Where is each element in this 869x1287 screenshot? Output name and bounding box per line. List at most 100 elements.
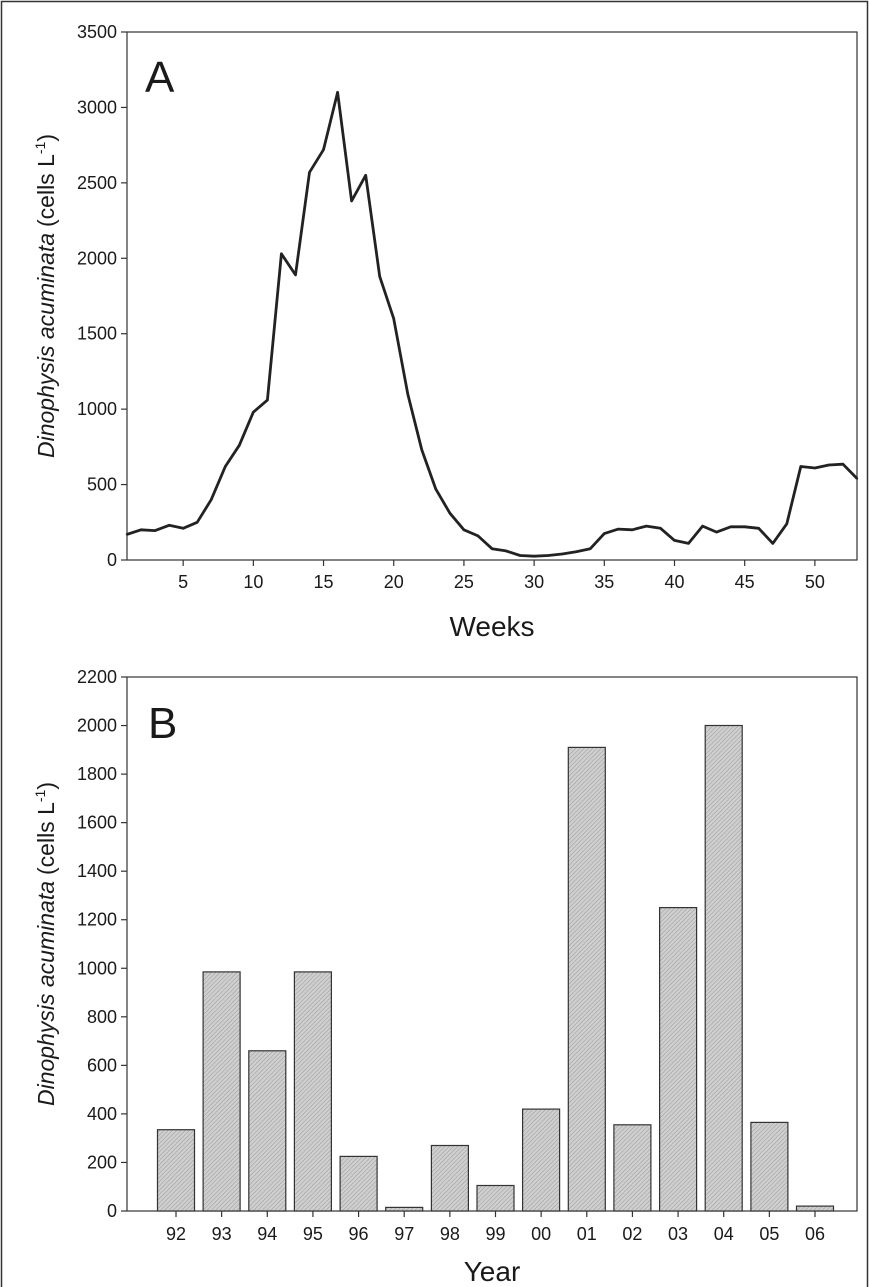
panel-b-bar — [476, 1184, 515, 1212]
panel-a-data-point — [392, 317, 395, 320]
panel-a-data-point — [603, 532, 606, 535]
panel-a-data-point — [631, 528, 634, 532]
panel-a-data-point — [322, 148, 325, 151]
panel-a-data-point — [589, 547, 592, 550]
panel-b-bar — [339, 1155, 378, 1212]
panel-b-y-tick-label: 200 — [87, 1152, 117, 1172]
panel-a-data-point — [827, 463, 831, 467]
panel-a-data-point — [617, 527, 620, 531]
panel-b-x-tick-label: 04 — [714, 1224, 734, 1244]
panel-b-y-tick-label: 1000 — [77, 958, 117, 978]
panel-a-ylabel-species: Dinophysis acuminata — [33, 233, 59, 458]
panel-a-x-tick-label: 15 — [314, 572, 334, 592]
panel-b-bar — [156, 1129, 196, 1212]
panel-a-data-point — [490, 547, 494, 550]
panel-b-x-tick-label: 97 — [394, 1224, 414, 1244]
panel-b-y-tick-label: 2200 — [77, 667, 117, 687]
panel-b-bar — [795, 1205, 835, 1212]
panel-a-data-point — [757, 527, 760, 530]
panel-b-y-tick-label: 1600 — [77, 813, 117, 833]
panel-a-data-point — [546, 554, 550, 557]
panel-a-ylabel-close: ) — [33, 134, 59, 142]
panel-b-y-tick-label: 0 — [107, 1201, 117, 1221]
panel-a-data-point — [294, 273, 297, 277]
panel-b-ylabel-unit: (cells L — [33, 802, 59, 875]
panel-a-data-point — [280, 252, 283, 255]
panel-a-data-point — [813, 466, 817, 470]
panel-a-data-point — [715, 530, 718, 534]
panel-a-data-point — [673, 539, 676, 542]
panel-a-data-point — [532, 555, 536, 558]
panel-b-x-tick-label: 00 — [531, 1224, 551, 1244]
panel-b-x-tick-label: 01 — [577, 1224, 597, 1244]
panel-a-data-point — [729, 525, 732, 529]
panel-a-y-tick-label: 0 — [107, 550, 117, 570]
panel-b-bar — [613, 1124, 652, 1212]
panel-b-bar — [293, 971, 332, 1212]
panel-b-bar — [567, 746, 606, 1212]
panel-a-data-point — [378, 275, 381, 278]
panel-b-x-tick-label: 03 — [668, 1224, 688, 1244]
panel-a-x-tick-label: 5 — [178, 572, 188, 592]
panel-a-x-tick-label: 10 — [243, 572, 263, 592]
panel-a-x-tick-label: 40 — [664, 572, 684, 592]
panel-a-data-point — [476, 534, 480, 538]
panel-b-bar — [521, 1108, 561, 1212]
panel-a-data-point — [153, 529, 157, 532]
panel-b-bar-chart: B 02004006008001000120014001600180020002… — [32, 667, 858, 1287]
panel-a-points — [125, 91, 859, 558]
panel-a-ylabel-exponent: -1 — [32, 141, 48, 154]
panel-a-letter: A — [145, 53, 175, 102]
panel-a-plot-frame — [126, 31, 858, 561]
panel-a-data-point — [266, 398, 269, 402]
panel-a-data-point — [406, 392, 409, 396]
panel-a-y-tick-label: 1000 — [77, 399, 117, 419]
panel-a-data-point — [167, 524, 171, 527]
panel-a-x-tick-label: 45 — [735, 572, 755, 592]
panel-a-data-point — [434, 487, 438, 491]
panel-a-data-point — [841, 463, 845, 466]
panel-b-letter: B — [148, 699, 177, 748]
panel-a-x-tick-label: 35 — [594, 572, 614, 592]
panel-b-x-axis: 92 93 94 95 96 97 98 99 00 01 02 03 04 05 06 — [166, 1211, 825, 1244]
panel-a-y-tick-label: 1500 — [77, 324, 117, 344]
panel-a-data-point — [336, 91, 339, 94]
panel-b-x-tick-label: 02 — [622, 1224, 642, 1244]
panel-a-y-axis: 0 500 1000 1500 2000 2500 3000 3500 — [77, 22, 127, 570]
panel-a-x-tick-label: 20 — [384, 572, 404, 592]
panel-a-y-axis-title: Dinophysis acuminata (cells L-1) — [32, 134, 59, 458]
panel-a-data-point — [743, 525, 746, 529]
panel-b-x-axis-title: Year — [464, 1256, 521, 1287]
panel-a-ylabel-unit: (cells L — [33, 154, 59, 227]
panel-a-data-point — [238, 444, 241, 447]
panel-b-y-tick-label: 600 — [87, 1055, 117, 1075]
panel-b-ylabel-close: ) — [33, 782, 59, 790]
panel-a-x-axis: 5 10 15 20 25 30 35 40 45 50 — [178, 560, 825, 592]
panel-b-x-tick-label: 99 — [485, 1224, 505, 1244]
panel-a-line-chart: A 0 500 1000 1500 2000 2500 3000 3500 5 10 15 20 25… — [32, 22, 859, 642]
panel-a-data-point — [448, 512, 452, 515]
panel-a-x-tick-label: 25 — [454, 572, 474, 592]
panel-b-x-tick-label: 95 — [303, 1224, 323, 1244]
panel-b-y-tick-label: 1200 — [77, 910, 117, 930]
panel-a-data-point — [210, 498, 213, 501]
panel-a-data-point — [181, 527, 185, 530]
panel-a-x-tick-label: 30 — [524, 572, 544, 592]
panel-b-bar — [202, 971, 241, 1212]
panel-a-data-point — [645, 524, 648, 528]
panel-a-data-point — [308, 171, 311, 174]
panel-b-bar — [248, 1050, 287, 1212]
panel-b-bar — [385, 1206, 424, 1212]
panel-b-y-tick-label: 1800 — [77, 764, 117, 784]
panel-a-data-point — [195, 521, 199, 524]
panel-a-y-tick-label: 3000 — [77, 97, 117, 117]
panel-a-data-point — [518, 554, 522, 557]
panel-b-ylabel-species: Dinophysis acuminata — [33, 881, 59, 1106]
panel-b-ylabel-exponent: -1 — [32, 789, 48, 802]
panel-a-data-point — [560, 552, 564, 556]
panel-a-data-point — [855, 477, 859, 480]
panel-b-y-tick-label: 800 — [87, 1007, 117, 1027]
panel-a-data-point — [420, 448, 424, 452]
